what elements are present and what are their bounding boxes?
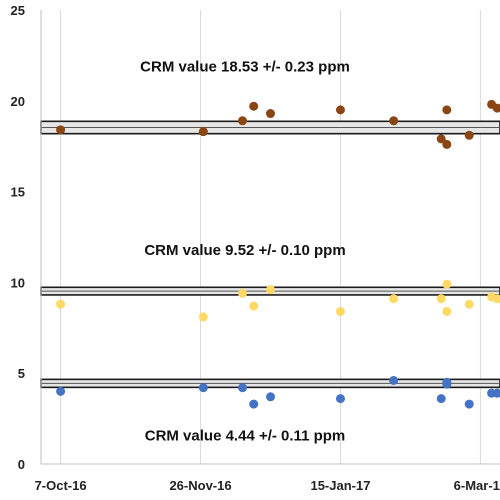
axis-layer: 0 5 10 15 20 25 7-Oct-16 26-Nov-16 15-Jan-17 6-Ma… [11, 3, 500, 493]
x-tick-label: 15-Jan-17 [310, 478, 370, 493]
crm-annotation: CRM value 4.44 +/- 0.11 ppm [145, 427, 346, 444]
data-point [442, 279, 452, 289]
data-point [198, 383, 208, 393]
data-point [198, 312, 208, 322]
data-point [56, 299, 66, 309]
data-point-layer [56, 99, 500, 409]
x-tick-label: 7-Oct-16 [35, 478, 87, 493]
data-point [464, 399, 474, 409]
data-point [56, 125, 66, 135]
data-point [266, 109, 275, 119]
data-point [335, 394, 345, 404]
x-tick-label: 26-Nov-16 [169, 478, 231, 493]
data-point [442, 306, 452, 316]
data-point [335, 306, 345, 316]
data-point [464, 130, 474, 140]
data-point [238, 383, 248, 393]
data-point [266, 285, 275, 295]
data-point [56, 386, 66, 396]
y-tick-label: 25 [11, 3, 25, 18]
y-tick-label: 20 [11, 94, 25, 109]
x-tick-label: 6-Mar-17 [454, 478, 500, 493]
data-point [389, 116, 399, 126]
data-point [249, 101, 259, 111]
data-point [436, 294, 446, 304]
data-point [436, 134, 446, 144]
data-point [492, 294, 500, 304]
data-point [266, 392, 275, 402]
y-tick-label: 5 [18, 366, 25, 381]
data-point [389, 294, 399, 304]
data-point [249, 399, 259, 409]
y-tick-label: 15 [11, 185, 25, 200]
data-point [198, 127, 208, 137]
data-point [442, 139, 452, 149]
data-point [238, 116, 248, 126]
crm-annotation: CRM value 9.52 +/- 0.10 ppm [144, 242, 345, 259]
data-point [442, 105, 452, 115]
annotation-layer: CRM value 18.53 +/- 0.23 ppm CRM value 9.… [140, 59, 350, 445]
y-tick-label: 0 [18, 457, 25, 472]
data-point [442, 377, 452, 387]
data-point [389, 375, 399, 385]
data-point [492, 103, 500, 113]
data-point [492, 388, 500, 398]
data-point [238, 288, 248, 298]
crm-annotation: CRM value 18.53 +/- 0.23 ppm [140, 59, 350, 76]
data-point [464, 299, 474, 309]
data-point [436, 394, 446, 404]
data-point [249, 301, 259, 311]
y-tick-label: 10 [11, 275, 25, 290]
data-point [335, 105, 345, 115]
